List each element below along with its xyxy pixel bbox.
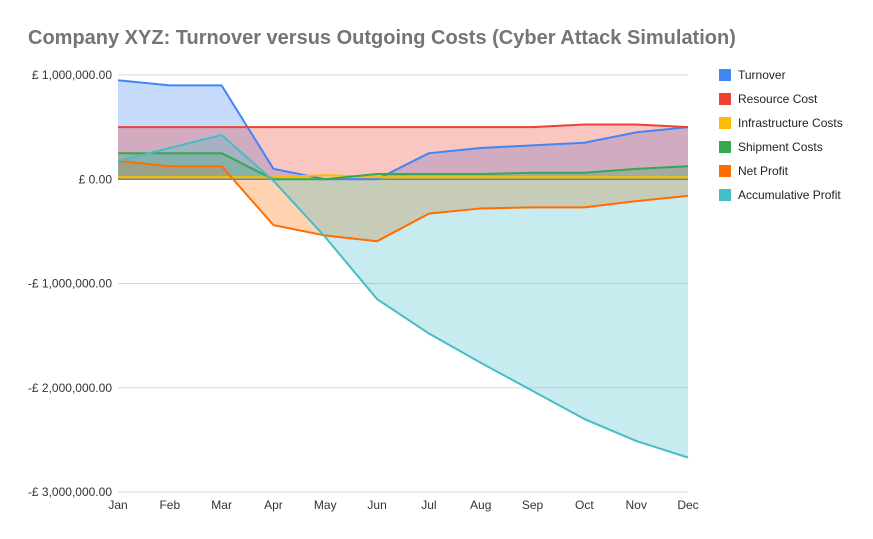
- x-tick-label: Jan: [108, 498, 127, 512]
- legend-swatch-accumulative-profit: [719, 189, 731, 201]
- x-tick-label: Nov: [626, 498, 647, 512]
- legend-swatch-shipment-costs: [719, 141, 731, 153]
- x-tick-label: May: [314, 498, 337, 512]
- area-net-profit: [118, 161, 688, 242]
- gridlines: [118, 74, 688, 493]
- x-tick-label: Jul: [421, 498, 436, 512]
- x-tick-label: Feb: [159, 498, 180, 512]
- y-tick-label: -£ 3,000,000.00: [28, 485, 112, 499]
- legend-swatch-turnover: [719, 69, 731, 81]
- y-tick-label: £ 0.00: [79, 172, 113, 186]
- legend-label-net-profit: Net Profit: [738, 164, 789, 178]
- legend-swatch-infrastructure-costs: [719, 117, 731, 129]
- area-turnover: [118, 80, 688, 180]
- legend-swatch-resource-cost: [719, 93, 731, 105]
- legend-label-turnover: Turnover: [738, 68, 786, 82]
- area-resource-cost: [118, 124, 688, 180]
- line-net-profit: [117, 160, 689, 243]
- legend-label-infrastructure-costs: Infrastructure Costs: [738, 116, 843, 130]
- x-tick-label: Aug: [470, 498, 491, 512]
- line-infrastructure-costs: [118, 174, 688, 179]
- x-tick-label: Oct: [575, 498, 594, 512]
- y-axis: £ 1,000,000.00 £ 0.00 -£ 1,000,000.00 -£ 2,…: [28, 68, 112, 499]
- legend-label-accumulative-profit: Accumulative Profit: [738, 188, 841, 202]
- series-lines: [117, 79, 689, 459]
- legend-swatch-net-profit: [719, 165, 731, 177]
- line-shipment-costs: [118, 152, 689, 181]
- x-tick-label: Mar: [211, 498, 232, 512]
- x-tick-label: Dec: [677, 498, 698, 512]
- y-tick-label: -£ 1,000,000.00: [28, 277, 112, 291]
- area-fills: [118, 80, 688, 458]
- x-tick-label: Apr: [264, 498, 283, 512]
- line-accumulative-profit: [117, 133, 689, 459]
- area-accumulative-profit: [118, 134, 688, 458]
- x-tick-label: Jun: [367, 498, 386, 512]
- chart-title: Company XYZ: Turnover versus Outgoing Co…: [28, 27, 736, 49]
- legend-label-shipment-costs: Shipment Costs: [738, 140, 823, 154]
- line-turnover: [117, 79, 689, 181]
- legend: Turnover Resource Cost Infrastructure Cost…: [719, 68, 843, 202]
- legend-label-resource-cost: Resource Cost: [738, 92, 818, 106]
- y-tick-label: -£ 2,000,000.00: [28, 381, 112, 395]
- x-tick-label: Sep: [522, 498, 544, 512]
- line-resource-cost: [118, 123, 689, 129]
- x-axis: Jan Feb Mar Apr May Jun Jul Aug Sep Oct Nov Dec: [108, 498, 698, 512]
- y-tick-label: £ 1,000,000.00: [32, 68, 112, 82]
